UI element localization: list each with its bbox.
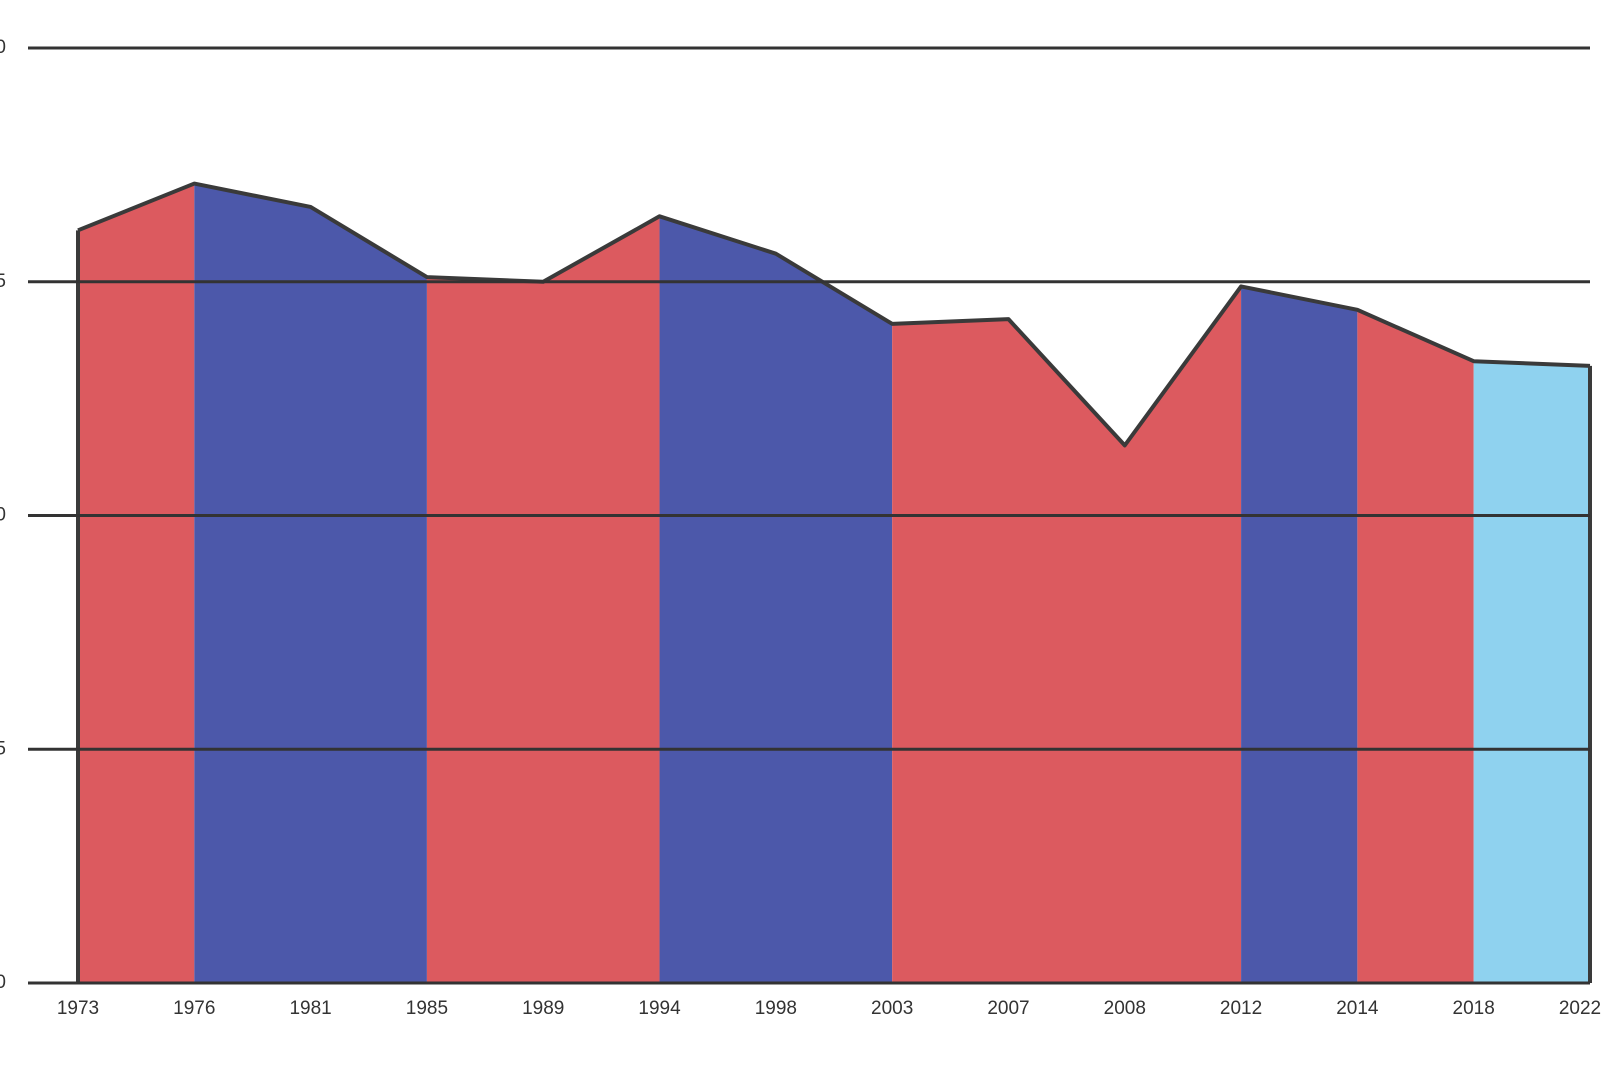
x-tick-label: 2008 <box>1104 998 1146 1019</box>
x-tick-label: 1989 <box>522 998 564 1019</box>
x-tick-label: 2018 <box>1453 998 1495 1019</box>
x-tick-label: 1985 <box>406 998 448 1019</box>
x-tick-label: 1998 <box>755 998 797 1019</box>
x-tick-label: 2012 <box>1220 998 1262 1019</box>
x-tick-label: 2007 <box>987 998 1029 1019</box>
y-tick-label: 0 <box>0 972 6 993</box>
x-tick-label: 2022 <box>1559 998 1601 1019</box>
y-tick-label: 5 <box>0 738 6 759</box>
area-outline <box>77 181 1591 448</box>
y-tick-label: 20 <box>0 37 6 58</box>
area-segment <box>1241 286 1358 983</box>
x-tick-label: 1973 <box>57 998 99 1019</box>
y-tick-label: 15 <box>0 271 6 292</box>
area-segment <box>78 183 195 983</box>
area-segment <box>1357 309 1474 983</box>
x-tick-label: 1981 <box>289 998 331 1019</box>
area-segment <box>659 216 893 984</box>
x-tick-label: 1976 <box>173 998 215 1019</box>
x-tick-label: 2014 <box>1336 998 1379 1019</box>
x-tick-label: 2003 <box>871 998 913 1019</box>
area-segment <box>426 216 660 984</box>
area-segment <box>1473 361 1590 984</box>
area-segment <box>892 286 1242 983</box>
x-tick-label: 1994 <box>638 998 681 1019</box>
y-tick-label: 10 <box>0 505 6 526</box>
area-segment <box>194 183 427 983</box>
